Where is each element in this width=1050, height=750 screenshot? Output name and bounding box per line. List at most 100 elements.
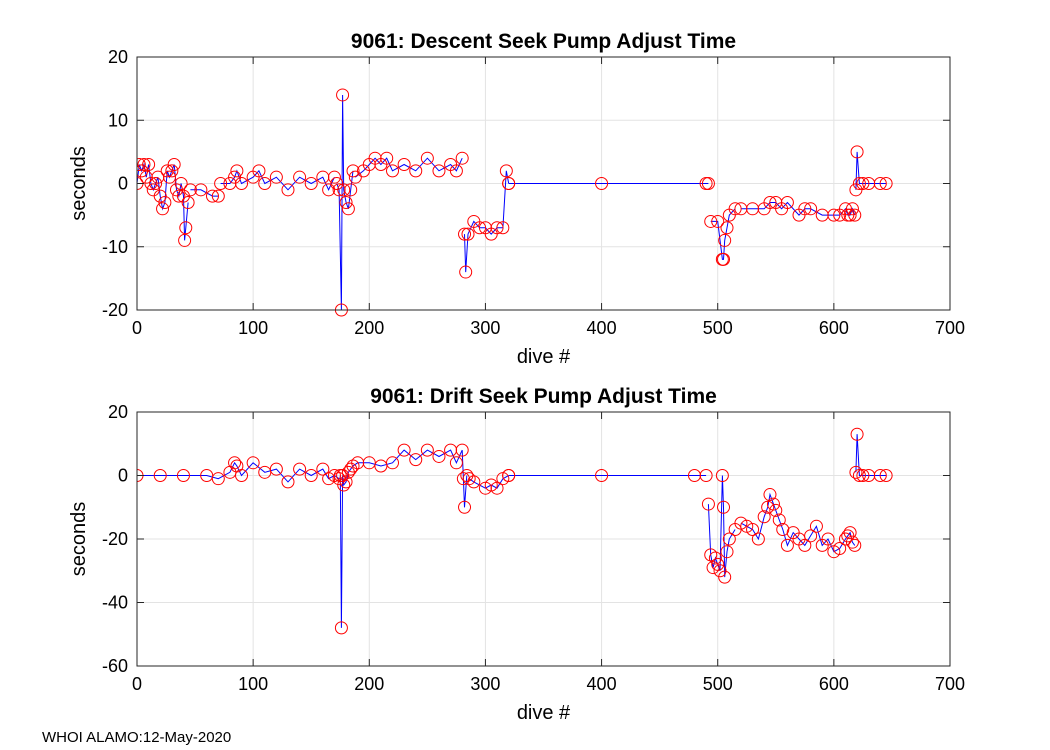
y-tick-label: 10 [108, 110, 128, 130]
x-tick-label: 100 [238, 674, 268, 694]
data-point [718, 570, 732, 584]
data-point [137, 158, 146, 172]
data-point [699, 469, 713, 482]
data-point [717, 500, 731, 514]
data-point [344, 183, 358, 197]
data-point [595, 177, 609, 190]
data-point [595, 469, 609, 482]
data-point [304, 469, 318, 482]
footer-timestamp: WHOI ALAMO:12-May-2020 [42, 729, 231, 746]
data-point [455, 151, 469, 165]
data-point [339, 195, 353, 209]
data-point [211, 472, 225, 486]
data-point [772, 513, 786, 527]
data-point [856, 469, 870, 482]
data-point [848, 208, 862, 222]
data-point [420, 443, 434, 457]
data-point [252, 164, 266, 178]
x-tick-label: 500 [703, 674, 733, 694]
data-point [467, 475, 481, 489]
x-tick-label: 0 [132, 674, 142, 694]
series-line [190, 189, 219, 197]
data-point [409, 164, 423, 178]
y-tick-label: 20 [108, 47, 128, 67]
data-point [137, 158, 151, 172]
chart-1: 0 100 200 300 400 500 600 700 -20 -10 0 10 20 9061: D… [68, 30, 965, 368]
data-point [833, 542, 847, 556]
data-point [158, 195, 172, 209]
x-axis-label: dive # [517, 346, 571, 368]
data-point [502, 469, 516, 482]
data-point [341, 202, 355, 216]
data-point [873, 469, 887, 482]
data-point [720, 545, 734, 559]
data-point [843, 208, 857, 222]
data-point [194, 183, 208, 197]
data-point [420, 151, 434, 165]
data-point [458, 500, 472, 514]
data-point [346, 164, 360, 178]
data-point [701, 177, 715, 190]
y-axis-label: seconds [68, 502, 90, 577]
data-point [490, 481, 504, 495]
data-point [228, 456, 242, 470]
data-point [708, 551, 722, 565]
data-point [327, 469, 341, 482]
data-point [496, 221, 510, 235]
data-point [458, 227, 472, 241]
data-point [235, 469, 249, 482]
data-point [397, 443, 411, 457]
data-point [230, 164, 244, 178]
data-point [281, 475, 295, 489]
data-point [728, 202, 742, 216]
data-point [397, 158, 411, 172]
data-point [461, 227, 475, 241]
data-point [718, 233, 732, 247]
data-point [720, 221, 734, 235]
data-point [348, 170, 362, 184]
y-axis-label: seconds [68, 146, 90, 221]
data-point [153, 469, 167, 482]
data-point [856, 177, 870, 190]
data-point [722, 532, 736, 546]
data-point [336, 88, 350, 102]
y-tick-label: 0 [118, 174, 128, 194]
data-point [780, 195, 794, 209]
data-point [757, 510, 771, 524]
data-point [462, 472, 476, 486]
data-point [704, 548, 718, 562]
data-point [176, 469, 190, 482]
data-point [499, 164, 513, 178]
data-point [701, 497, 715, 511]
data-point [432, 164, 446, 178]
data-point [490, 221, 504, 235]
data-point [269, 462, 283, 476]
data-point [449, 164, 463, 178]
data-point [149, 177, 163, 190]
series-line [137, 461, 340, 483]
data-point [852, 469, 866, 482]
data-point [246, 456, 260, 470]
chart-title: 9061: Descent Seek Pump Adjust Time [351, 30, 736, 53]
data-point [763, 488, 777, 502]
data-point [769, 503, 783, 517]
data-point [174, 177, 188, 190]
x-tick-label: 600 [819, 318, 849, 338]
data-point [165, 164, 179, 178]
data-point [293, 462, 307, 476]
data-point [327, 170, 341, 184]
data-point [337, 478, 351, 492]
data-point [798, 202, 812, 216]
data-point [473, 221, 487, 235]
y-tick-label: 0 [118, 466, 128, 486]
data-point [183, 183, 197, 197]
data-point [751, 532, 765, 546]
data-point [879, 469, 893, 482]
y-tick-label: -10 [102, 237, 128, 257]
data-point [181, 195, 195, 209]
data-point [269, 170, 283, 184]
x-tick-label: 400 [587, 674, 617, 694]
data-point [409, 453, 423, 467]
data-point [850, 427, 864, 441]
series-group [137, 88, 893, 317]
